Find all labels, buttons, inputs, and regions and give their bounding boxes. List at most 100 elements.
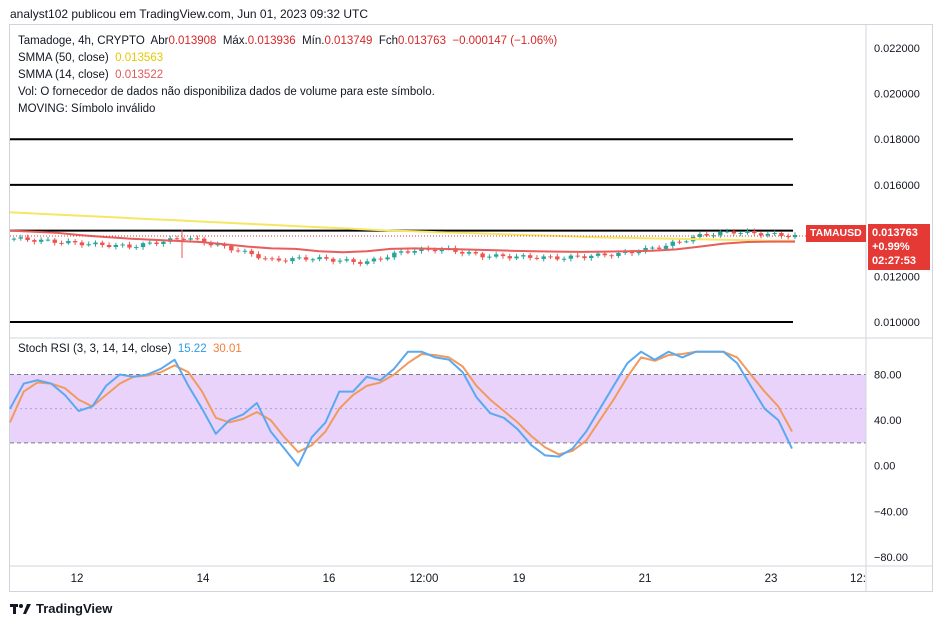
candle-body	[636, 251, 641, 254]
time-tick-label: 12	[71, 573, 84, 585]
candle-body	[38, 239, 44, 242]
candle-body	[466, 252, 472, 254]
time-tick-label: 16	[323, 573, 336, 585]
price-tick-label: 0.020000	[874, 89, 920, 101]
tradingview-brand: TradingView	[36, 601, 113, 616]
candle-body	[392, 252, 397, 258]
stoch-band	[10, 374, 866, 443]
legend-sma14-value: 0.013522	[115, 69, 164, 81]
candle-body	[534, 257, 540, 259]
candle-body	[493, 254, 499, 257]
candle-body	[290, 258, 295, 262]
legend-change: −0.000147 (−1.06%)	[452, 35, 558, 47]
candle-body	[616, 252, 621, 257]
candle-body	[650, 247, 655, 249]
legend-sma14: SMMA (14, close) 0.013522	[18, 69, 163, 81]
candle-body	[188, 238, 193, 240]
candle-body	[398, 251, 404, 253]
stoch-tick-label: −80.00	[874, 552, 908, 564]
candle-body	[792, 234, 798, 238]
candle-body	[385, 257, 390, 260]
candle-body	[419, 248, 424, 252]
legend-sma50: SMMA (50, close) 0.013563	[18, 52, 163, 64]
candle-body	[670, 241, 675, 246]
price-tick-label: 0.012000	[874, 271, 920, 283]
legend-low-value: 0.013749	[324, 35, 373, 47]
candle-body	[45, 239, 51, 241]
candle-body	[371, 258, 377, 262]
candle-body	[548, 256, 553, 258]
legend-open-value: 0.013908	[168, 35, 217, 47]
candle-body	[276, 258, 282, 261]
candle-body	[351, 259, 356, 262]
candle-body	[609, 255, 614, 257]
candle-body	[52, 239, 57, 243]
candle-body	[140, 243, 146, 248]
legend-volume: Vol: O fornecedor de dados não disponibi…	[18, 86, 435, 98]
candle-body	[263, 258, 268, 260]
legend-ohlc: Tamadoge, 4h, CRYPTO Abr0.013908 Máx.0.0…	[18, 35, 557, 47]
candle-body	[521, 255, 526, 257]
candle-body	[758, 233, 764, 236]
ticker-tag: TAMAUSD	[806, 225, 866, 242]
candle-body	[677, 241, 682, 243]
candle-body	[344, 259, 349, 261]
candle-body	[514, 256, 519, 259]
candle-body	[555, 256, 560, 260]
candle-body	[317, 257, 322, 260]
candle-body	[134, 247, 139, 249]
candle-body	[25, 237, 30, 241]
time-tick-label: 23	[765, 573, 778, 585]
legend-high-value: 0.013936	[247, 35, 296, 47]
candle-body	[684, 241, 689, 243]
candle-body	[201, 238, 207, 243]
legend-stoch-k: 15.22	[177, 343, 207, 355]
price-tick-label: 0.018000	[874, 134, 920, 146]
candle-body	[711, 235, 716, 237]
legend-close-value: 0.013763	[398, 35, 446, 47]
candle-body	[72, 241, 78, 243]
candle-body	[724, 231, 730, 233]
candle-body	[629, 251, 635, 254]
smma50-line	[9, 211, 795, 242]
candle-body	[11, 238, 17, 240]
stoch-pane	[9, 350, 866, 467]
candle-body	[297, 257, 302, 259]
candle-body	[249, 250, 254, 255]
candle-body	[269, 258, 275, 260]
candle-body	[215, 244, 220, 246]
legend-open-label: Abr	[150, 35, 169, 47]
candle-body	[575, 255, 580, 257]
candle-body	[59, 242, 64, 244]
price-label-countdown: 02:27:53	[872, 255, 917, 267]
price-label: 0.013763 +0.99% 02:27:53	[868, 224, 930, 270]
candle-body	[303, 257, 309, 260]
legend-low-label: Mín.	[302, 35, 325, 47]
candle-body	[500, 254, 506, 257]
candle-body	[460, 251, 465, 254]
stoch-tick-label: −40.00	[874, 506, 908, 518]
candle-body	[324, 257, 329, 259]
tradingview-logo[interactable]: TradingView	[10, 601, 112, 616]
candle-body	[32, 240, 37, 242]
candle-body	[697, 233, 703, 237]
candle-body	[229, 245, 234, 251]
legend-sma50-label: SMMA (50, close)	[18, 52, 109, 64]
candle-body	[18, 237, 23, 239]
candle-body	[242, 250, 248, 252]
price-pane	[9, 138, 866, 324]
candle-body	[161, 241, 166, 245]
candle-body	[358, 261, 363, 264]
price-label-value: 0.013763	[872, 227, 918, 239]
candle-body	[66, 241, 71, 244]
time-tick-label: 14	[197, 573, 210, 585]
legend-close-label: Fch	[378, 35, 398, 47]
candle-body	[487, 256, 492, 258]
candle-body	[147, 242, 153, 244]
legend-stoch: Stoch RSI (3, 3, 14, 14, close) 15.22 30…	[18, 343, 242, 355]
candle-body	[337, 260, 343, 262]
candle-body	[568, 255, 574, 259]
publish-caption: analyst102 publicou em TradingView.com, …	[10, 7, 368, 21]
candle-body	[541, 256, 546, 259]
